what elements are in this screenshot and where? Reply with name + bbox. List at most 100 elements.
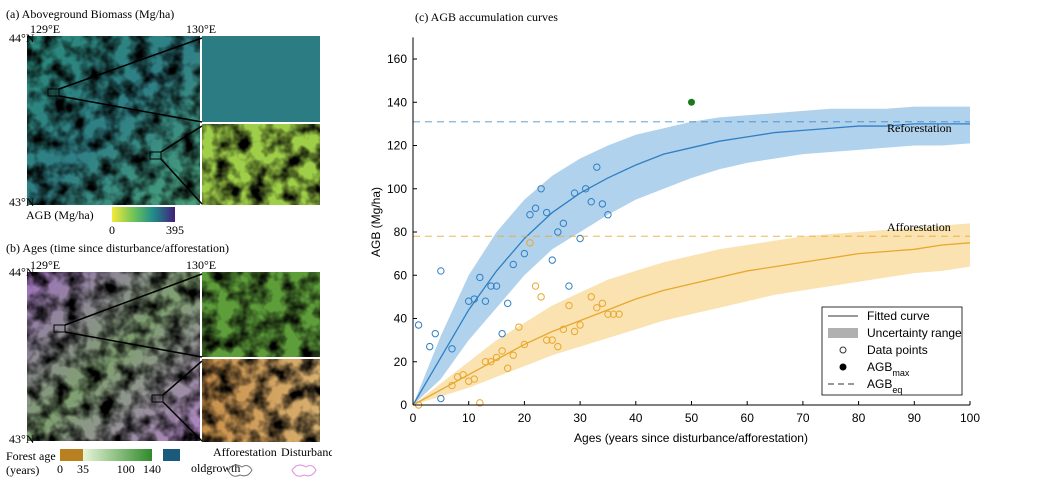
- data-point: [559, 219, 568, 228]
- x-tick-label: 50: [685, 411, 699, 425]
- data-point: [587, 293, 595, 301]
- data-point: [509, 260, 517, 269]
- data-point: [542, 208, 551, 217]
- oldgrowth-label: oldgrowth: [191, 461, 240, 475]
- y-axis-label: AGB (Mg/ha): [369, 187, 383, 257]
- x-axis-label: Ages (years since disturbance/afforestat…: [574, 431, 808, 445]
- data-point: [470, 375, 478, 383]
- data-point: [576, 321, 584, 329]
- x-tick-label: 30: [573, 411, 587, 425]
- data-point: [492, 353, 501, 362]
- agb-max-point: [688, 98, 695, 106]
- legend-text: AGB: [867, 377, 892, 391]
- legend-box: [821, 306, 963, 396]
- y-tick-label: 120: [387, 139, 407, 153]
- legend-text: Uncertainty range: [867, 326, 962, 340]
- data-point: [537, 185, 545, 193]
- legend-label: Fitted curve: [867, 309, 930, 323]
- legend-label: Data points: [867, 343, 928, 357]
- y-tick-label: 60: [394, 268, 408, 282]
- data-point: [470, 295, 478, 303]
- data-point: [414, 321, 423, 329]
- data-point: [593, 303, 601, 312]
- data-point: [476, 399, 484, 407]
- inset-box: [151, 394, 164, 403]
- data-point: [426, 342, 434, 351]
- data-point: [559, 325, 568, 334]
- map-a-texture: [27, 36, 200, 205]
- plot: Reforestation Afforestation 0 10 20 30 40 50 60 7…: [387, 37, 980, 425]
- y-tick-label: 0: [400, 398, 407, 412]
- y-tick-label: 80: [394, 225, 408, 239]
- arrows: [58, 37, 203, 205]
- legend-subscript: max: [892, 368, 910, 378]
- lon-label: 130°E: [186, 258, 216, 272]
- colorbar-label: Forest age: [6, 449, 56, 463]
- data-point: [498, 347, 506, 355]
- data-point: [604, 310, 612, 318]
- age-colorbar-young: [60, 449, 83, 461]
- colorbar-label: (years): [6, 463, 39, 477]
- data-point: [503, 299, 512, 308]
- legend-label: AGBmax: [867, 360, 910, 378]
- data-point: [570, 327, 579, 336]
- legend-label: AGBeq: [867, 377, 902, 395]
- data-point: [498, 329, 506, 338]
- data-point: [548, 336, 556, 344]
- colorbar-tick-label: 0: [57, 462, 63, 476]
- data-point: [531, 282, 540, 290]
- data-point: [437, 394, 445, 403]
- data-point: [487, 358, 495, 366]
- data-point: [437, 267, 445, 275]
- data-point: [448, 381, 456, 390]
- map-panels: (a) Aboveground Biomass (Mg/ha) 44°N 43°…: [6, 7, 332, 477]
- fitted-curve: [412, 123, 970, 406]
- lat-label: 44°N: [9, 31, 35, 45]
- data-point: [593, 163, 601, 171]
- data-point: [554, 228, 562, 236]
- legend-circle: [839, 346, 847, 354]
- lon-label: 129°E: [30, 22, 60, 36]
- x-tick-label: 0: [410, 411, 417, 425]
- data-point: [526, 239, 534, 247]
- inset-b1-texture: [202, 272, 320, 357]
- panel-a-title: (a) Aboveground Biomass (Mg/ha): [6, 7, 174, 21]
- data-point: [565, 282, 573, 290]
- map-b-texture: [27, 272, 200, 441]
- curve-annotation: Reforestation: [887, 121, 952, 135]
- lat-label: 43°N: [9, 195, 35, 209]
- colorbar-tick-label: 35: [77, 462, 89, 476]
- data-point: [448, 345, 456, 353]
- arrows: [64, 273, 203, 442]
- lat-label: 43°N: [9, 432, 35, 446]
- data-point: [520, 340, 529, 349]
- data-point: [548, 256, 556, 264]
- lat-label: 44°N: [9, 265, 35, 279]
- inset-b2-texture: [202, 359, 320, 442]
- data-point: [520, 249, 529, 258]
- legend-text: AGB: [867, 360, 892, 374]
- data-point: [598, 299, 607, 308]
- data-point: [503, 364, 512, 372]
- panel-b-title: (b) Ages (time since disturbance/affores…: [6, 241, 229, 255]
- data-point: [576, 234, 584, 243]
- x-tick-label: 70: [796, 411, 810, 425]
- inset-a2-texture: [202, 124, 320, 205]
- x-tick-label: 80: [852, 411, 866, 425]
- colorbar-tick-label: 100: [117, 462, 135, 476]
- oldgrowth-swatch: [163, 449, 180, 461]
- legend-dot: [839, 363, 847, 371]
- legend-subscript: eq: [892, 385, 902, 395]
- data-point: [581, 185, 590, 193]
- legend: Fitted curve Uncertainty range Data points…: [821, 306, 963, 396]
- inset-a1: [202, 36, 320, 122]
- data-point: [487, 282, 495, 290]
- data-point: [570, 189, 579, 197]
- colorbar-tick-label: 140: [143, 462, 161, 476]
- x-tick-label: 20: [518, 411, 532, 425]
- data-point: [531, 204, 540, 212]
- data-point: [431, 329, 439, 338]
- data-point: [587, 198, 595, 206]
- uncertainty-band: [413, 106, 970, 406]
- age-colorbar-old: [83, 449, 152, 461]
